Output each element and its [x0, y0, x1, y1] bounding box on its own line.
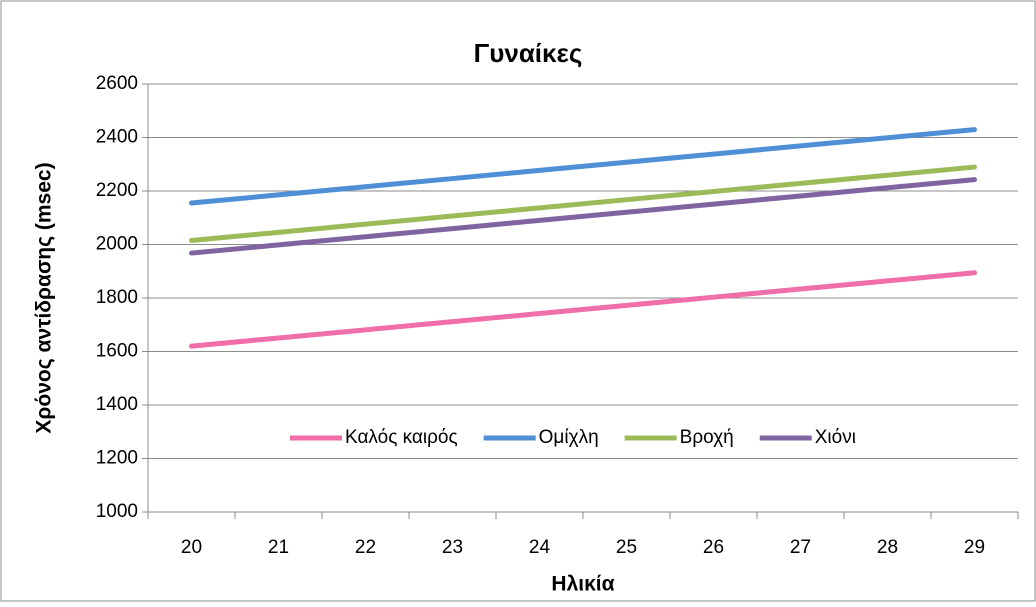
y-tick-label: 1200: [96, 448, 138, 469]
x-axis-label: Ηλικία: [551, 573, 614, 596]
legend-label: Χιόνι: [815, 427, 856, 448]
x-tick-label: 21: [268, 537, 289, 558]
series-line: [189, 127, 977, 206]
x-tick-label: 29: [964, 537, 985, 558]
y-tick-label: 2000: [96, 234, 138, 255]
y-tick-label: 1600: [96, 341, 138, 362]
y-tick-label: 1400: [96, 394, 138, 415]
x-tick-label: 24: [529, 537, 551, 558]
y-tick-label: 1800: [96, 287, 138, 308]
chart-title: Γυναίκες: [474, 38, 583, 68]
y-tick-label: 2400: [96, 127, 138, 148]
legend-label: Βροχή: [680, 427, 734, 448]
series-line: [189, 270, 977, 349]
x-tick-label: 28: [877, 537, 898, 558]
series-line: [189, 177, 977, 256]
x-tick-label: 27: [790, 537, 811, 558]
x-tick-label: 25: [616, 537, 637, 558]
x-tick-label: 26: [703, 537, 724, 558]
x-tick-label: 22: [355, 537, 376, 558]
legend-label: Ομίχλη: [539, 427, 599, 448]
x-tick-label: 20: [181, 537, 202, 558]
series-line: [189, 164, 977, 243]
legend-label: Καλός καιρός: [345, 427, 458, 448]
x-tick-label: 23: [442, 537, 463, 558]
y-tick-label: 1000: [96, 501, 138, 522]
y-axis-label: Χρόνος αντίδρασης (msec): [33, 162, 56, 433]
y-tick-label: 2200: [96, 180, 138, 201]
y-tick-label: 2600: [96, 73, 138, 94]
